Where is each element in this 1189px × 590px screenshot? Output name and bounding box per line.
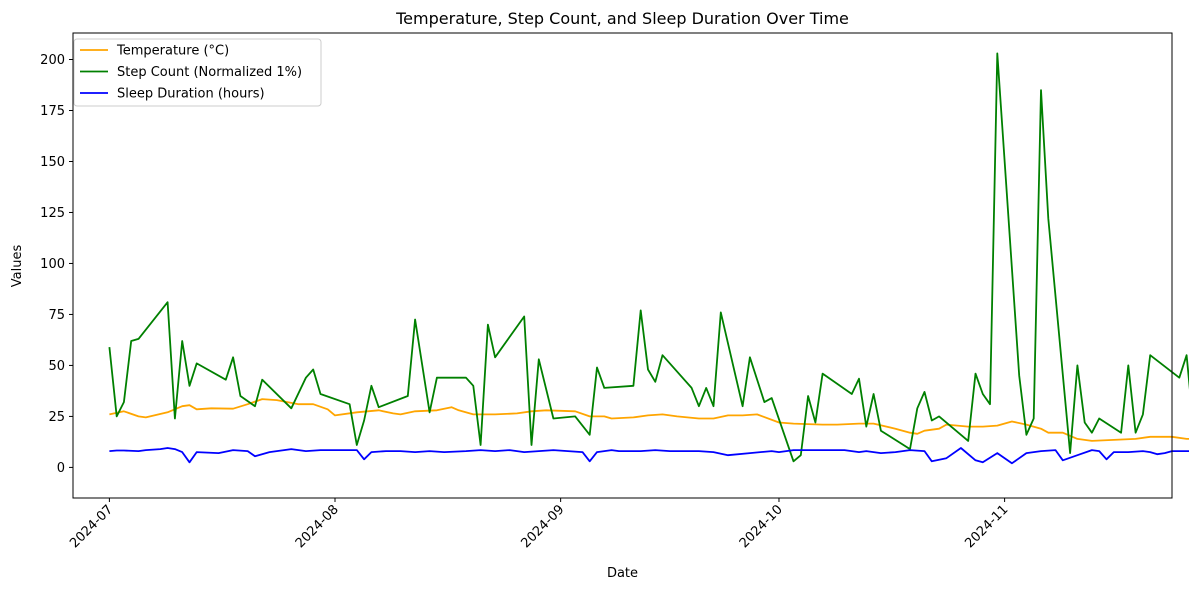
y-tick-label: 50: [48, 359, 65, 374]
series-line-1: [108, 52, 1189, 463]
y-tick-label: 75: [48, 308, 65, 323]
legend-box: [73, 38, 322, 107]
y-tick-label: 175: [40, 104, 65, 119]
y-axis-title: Values: [10, 245, 25, 288]
y-tick-label: 25: [48, 410, 65, 425]
legend: Temperature (°C) Step Count (Normalized 1…: [73, 38, 322, 107]
x-axis-title: Date: [607, 566, 638, 581]
chart-title: Temperature, Step Count, and Sleep Durat…: [395, 9, 849, 28]
y-tick-label: 200: [40, 53, 65, 68]
axes-frame: [72, 32, 1173, 499]
legend-label-0: Temperature (°C): [116, 44, 229, 59]
y-tick-label: 125: [40, 206, 65, 221]
y-axis: 0 25 50 75 100 125 150 175 200: [40, 53, 73, 476]
y-tick-label: 0: [57, 461, 65, 476]
series-line-2: [109, 447, 1189, 465]
legend-label-2: Sleep Duration (hours): [117, 87, 265, 102]
legend-label-1: Step Count (Normalized 1%): [117, 65, 302, 80]
y-tick-label: 150: [40, 155, 65, 170]
plot-area: [108, 52, 1189, 465]
series-line-0: [109, 398, 1189, 442]
y-tick-label: 100: [40, 257, 65, 272]
